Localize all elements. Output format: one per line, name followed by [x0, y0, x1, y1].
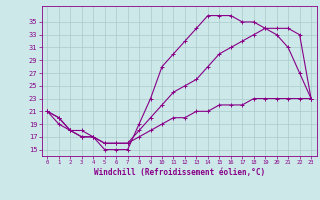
X-axis label: Windchill (Refroidissement éolien,°C): Windchill (Refroidissement éolien,°C): [94, 168, 265, 177]
